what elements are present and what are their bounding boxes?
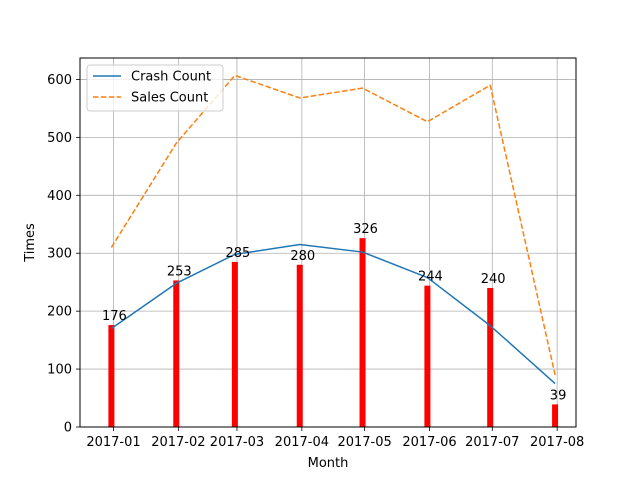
bar [359,238,366,427]
bar [424,285,431,427]
y-tick-label: 300 [47,247,72,262]
bar [487,287,494,427]
bar-value-label: 176 [102,309,127,324]
grid-lines [80,58,576,428]
y-tick-label: 100 [47,363,72,378]
bar [108,325,115,427]
x-tick-label: 2017-02 [151,435,205,450]
data-labels: 176 253 285 280 326 244 240 39 [102,222,566,403]
bar-value-label: 39 [550,388,567,403]
bar-value-label: 285 [225,246,250,261]
bar [296,264,303,427]
y-tick-label: 200 [47,305,72,320]
y-tick-label: 0 [64,421,72,436]
y-axis-ticks: 0 100 200 300 400 500 600 [47,73,80,436]
bar-value-label: 244 [418,270,443,285]
x-tick-label: 2017-05 [337,435,391,450]
x-axis-ticks: 2017-01 2017-02 2017-03 2017-04 2017-05 2017-… [86,427,584,450]
series-line [110,74,556,376]
x-tick-label: 2017-03 [210,435,264,450]
x-tick-label: 2017-04 [275,435,329,450]
line-series [110,74,556,385]
bar [173,280,180,427]
series-line [110,243,556,385]
bar-value-label: 326 [353,222,378,237]
y-tick-label: 400 [47,189,72,204]
legend-label: Sales Count [131,91,208,106]
bar [231,261,238,427]
x-tick-label: 2017-06 [402,435,456,450]
bar-series [108,238,559,427]
x-tick-label: 2017-08 [530,435,584,450]
x-axis-label: Month [308,456,349,471]
y-tick-label: 500 [47,131,72,146]
bar-value-label: 240 [481,272,506,287]
bar-value-label: 253 [167,264,192,279]
plot-frame [79,57,577,428]
bar-value-label: 280 [290,249,315,264]
legend: Crash Count Sales Count [86,64,224,112]
x-tick-label: 2017-01 [86,435,140,450]
y-axis-label: Times [23,223,38,263]
legend-label: Crash Count [131,70,211,85]
x-tick-label: 2017-07 [465,435,519,450]
bar [552,404,559,427]
y-tick-label: 600 [47,73,72,88]
